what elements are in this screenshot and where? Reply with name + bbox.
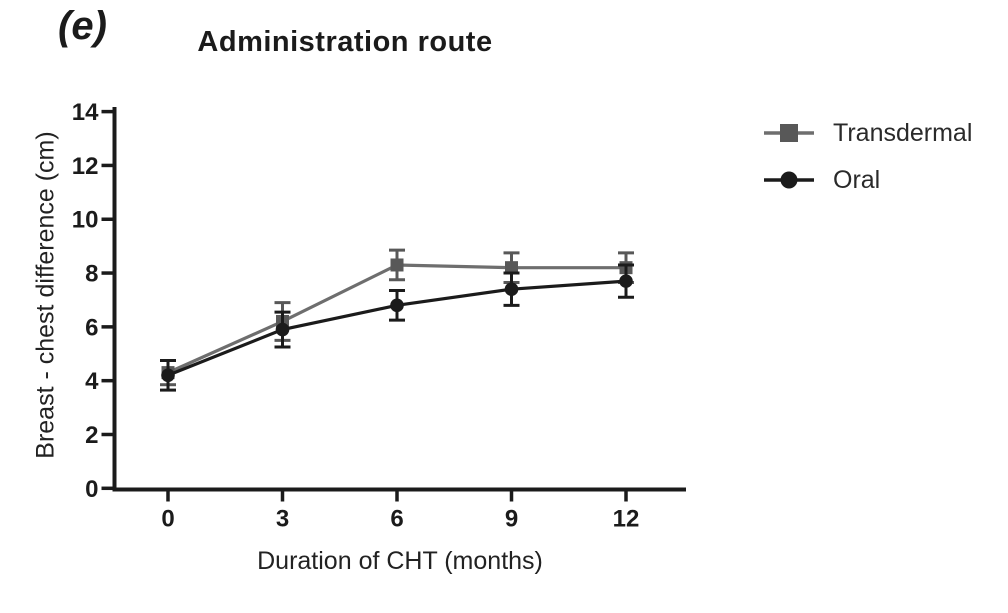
x-tick-label: 6 [390,506,403,533]
legend-label-transdermal: Transdermal [833,118,973,147]
y-tick-label: 14 [72,99,99,126]
series-oral-data-point [504,282,519,296]
x-axis-title: Duration of CHT (months) [257,547,543,575]
y-tick-label: 2 [85,422,98,449]
series-transdermal-data-point [390,258,404,272]
y-axis-title: Breast - chest difference (cm) [31,131,60,459]
legend-label-oral: Oral [833,165,881,194]
y-tick-label: 8 [85,261,98,288]
series-transdermal-data-point [505,261,519,275]
series-oral-data-point [275,322,290,337]
legend-item-transdermal: Transdermal [762,118,973,147]
legend-marker-circle [764,171,814,189]
series-oral-data-point [390,298,404,313]
y-tick-label: 4 [85,368,99,395]
x-tick-label: 3 [276,506,289,533]
y-tick-label: 6 [85,314,98,341]
x-tick-label: 9 [505,506,518,533]
x-tick-label: 0 [161,506,174,533]
chart-title: Administration route [197,26,493,58]
y-tick-label: 0 [85,476,98,503]
y-tick-label: 10 [72,207,99,234]
panel-label: (e) [58,4,107,48]
series-oral-data-point [619,274,633,288]
series-oral-data-point [161,368,175,383]
legend: Transdermal Oral [762,118,973,215]
x-tick-label: 12 [613,506,640,533]
y-tick-label: 12 [72,153,99,180]
legend-item-oral: Oral [762,165,972,194]
legend-marker-square [764,124,814,142]
